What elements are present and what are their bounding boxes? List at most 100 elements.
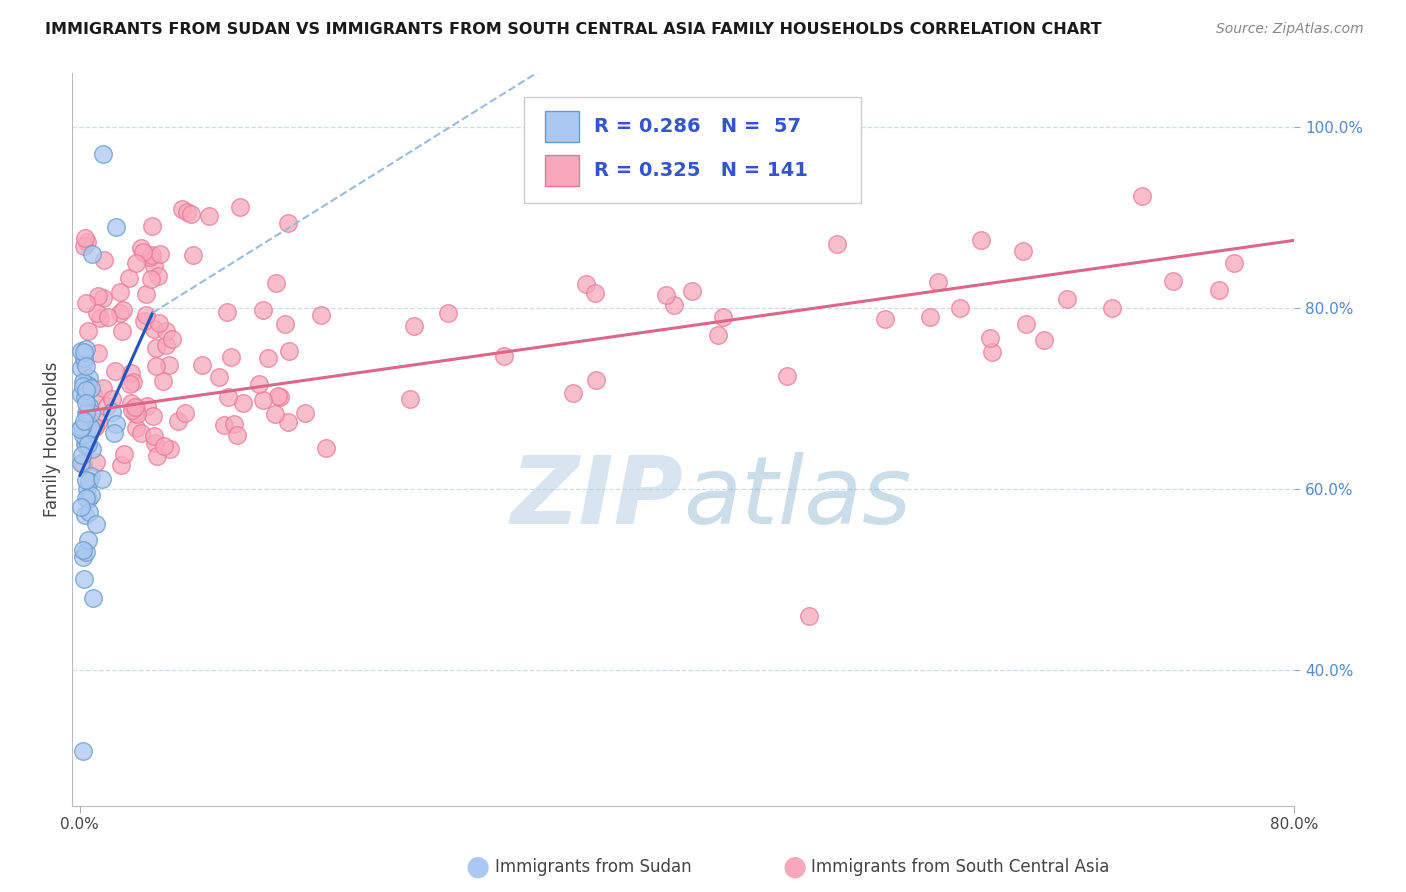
FancyBboxPatch shape — [546, 112, 579, 142]
Point — [118, 377, 141, 392]
Point — [315, 442, 337, 456]
Point — [97, 310, 120, 324]
FancyBboxPatch shape — [546, 155, 579, 186]
Point — [121, 402, 143, 417]
Point — [575, 277, 598, 292]
Point — [152, 374, 174, 388]
Point — [120, 396, 142, 410]
Point — [583, 285, 606, 300]
Point — [125, 256, 148, 270]
Point — [87, 346, 110, 360]
Point — [176, 204, 198, 219]
Point — [217, 390, 239, 404]
Point — [180, 207, 202, 221]
Point — [148, 316, 170, 330]
Point — [655, 287, 678, 301]
Point — [89, 311, 111, 326]
Point — [73, 231, 96, 245]
Point — [122, 375, 145, 389]
Text: Immigrants from Sudan: Immigrants from Sudan — [495, 858, 692, 876]
Point — [219, 351, 242, 365]
Point — [197, 209, 219, 223]
Point — [84, 455, 107, 469]
Point — [1161, 274, 1184, 288]
Point — [875, 312, 897, 326]
Point — [75, 473, 97, 487]
Point — [159, 442, 181, 457]
Text: R = 0.286   N =  57: R = 0.286 N = 57 — [595, 117, 801, 136]
Point — [87, 416, 110, 430]
Point — [212, 417, 235, 432]
Point — [112, 302, 135, 317]
Point — [139, 272, 162, 286]
Point — [83, 389, 105, 403]
Point — [72, 420, 94, 434]
Point — [124, 406, 146, 420]
Point — [294, 406, 316, 420]
Point — [229, 200, 252, 214]
Point — [143, 322, 166, 336]
Point — [825, 237, 848, 252]
Point — [110, 458, 132, 473]
Point — [75, 545, 97, 559]
Point — [76, 379, 98, 393]
Point — [162, 333, 184, 347]
Point — [80, 468, 103, 483]
Point — [143, 259, 166, 273]
Point — [75, 343, 97, 357]
Point — [131, 241, 153, 255]
Point — [124, 400, 146, 414]
Text: ZIP: ZIP — [510, 452, 683, 544]
Point — [139, 250, 162, 264]
Point — [75, 417, 97, 431]
Point — [135, 287, 157, 301]
Point — [72, 457, 94, 471]
Point — [927, 275, 949, 289]
Point — [136, 399, 159, 413]
Point — [75, 390, 97, 404]
Point — [79, 371, 101, 385]
Point — [101, 392, 124, 406]
Point — [149, 247, 172, 261]
Point — [86, 289, 108, 303]
Point — [77, 324, 100, 338]
Point — [125, 421, 148, 435]
Point — [69, 360, 91, 375]
Point — [252, 303, 274, 318]
Point — [104, 417, 127, 431]
Point — [76, 482, 98, 496]
Point — [277, 415, 299, 429]
Point — [73, 345, 96, 359]
Point — [170, 202, 193, 216]
Point — [96, 399, 118, 413]
Point — [91, 147, 114, 161]
Point — [80, 381, 103, 395]
Point — [91, 381, 114, 395]
Point — [274, 318, 297, 332]
Point — [72, 375, 94, 389]
Text: ●: ● — [782, 853, 807, 881]
Point — [232, 396, 254, 410]
Point — [72, 239, 94, 253]
Point — [215, 304, 238, 318]
Point — [402, 319, 425, 334]
Point — [148, 269, 170, 284]
Point — [1222, 256, 1244, 270]
Point — [82, 591, 104, 605]
Point — [75, 383, 97, 397]
Point — [77, 475, 100, 489]
Point — [77, 399, 100, 413]
Point — [84, 516, 107, 531]
Point — [225, 428, 247, 442]
Point — [83, 418, 105, 433]
Point — [125, 407, 148, 421]
Point — [79, 422, 101, 436]
Point — [797, 608, 820, 623]
Point — [277, 343, 299, 358]
Point — [167, 414, 190, 428]
Point — [72, 542, 94, 557]
Point — [155, 324, 177, 338]
Point — [73, 351, 96, 365]
Y-axis label: Family Households: Family Households — [44, 361, 60, 517]
Point — [77, 378, 100, 392]
